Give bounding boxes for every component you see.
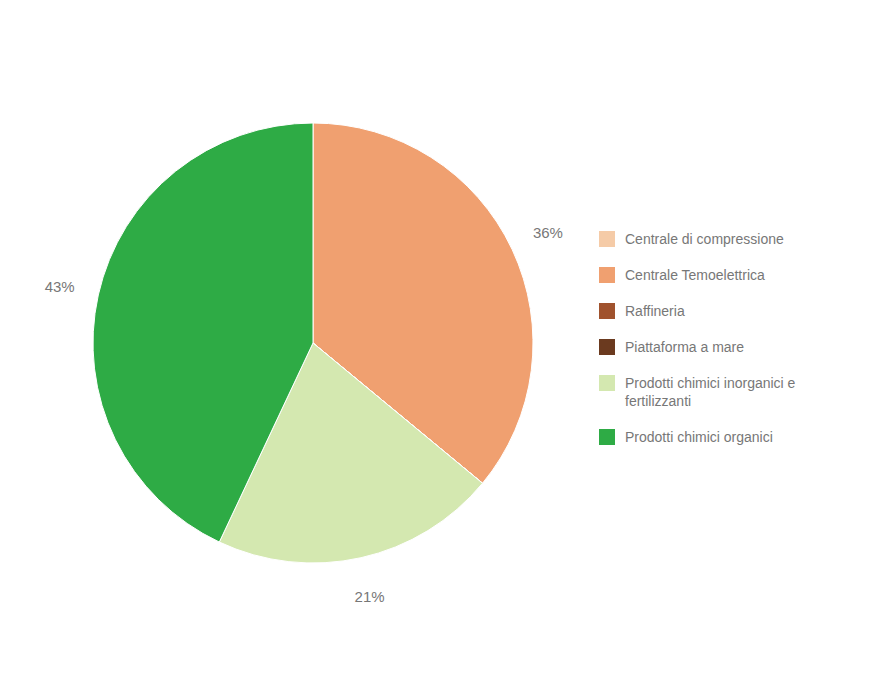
html-text:Prodotti chimici inorganici e: Prodotti chimici inorganici e [625, 375, 796, 391]
html-text:fertilizzanti: fertilizzanti [625, 393, 692, 409]
html-text:Centrale di compressione: Centrale di compressione [625, 231, 784, 247]
svg-text:36%: 36% [533, 224, 563, 241]
html-text:Centrale Temoelettrica: Centrale Temoelettrica [625, 267, 765, 283]
html-text:Prodotti chimici organici: Prodotti chimici organici [625, 429, 773, 445]
html-text:Piattaforma a mare: Piattaforma a mare [625, 339, 745, 355]
svg-text:43%: 43% [45, 278, 75, 295]
html-text:Raffineria: Raffineria [625, 303, 685, 319]
svg-text:21%: 21% [355, 588, 385, 605]
